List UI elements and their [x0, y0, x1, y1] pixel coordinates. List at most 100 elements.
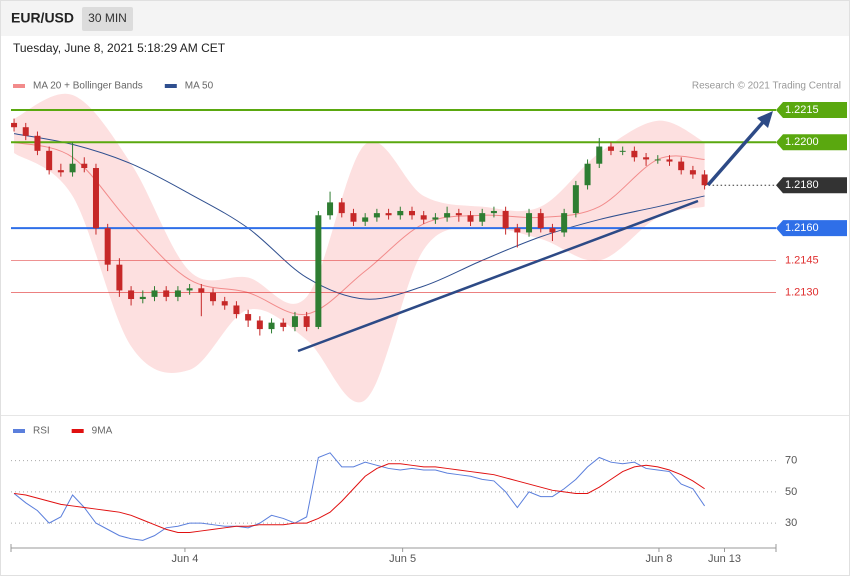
symbol: EUR/USD — [11, 10, 74, 26]
candle-body — [514, 228, 521, 233]
candle-body — [186, 288, 193, 291]
candle-body — [256, 320, 263, 330]
x-tick-label: Jun 4 — [171, 553, 198, 565]
header-bar — [1, 1, 849, 36]
level-label: 1.2200 — [785, 136, 819, 148]
candle-body — [526, 213, 533, 233]
candle-body — [163, 290, 170, 297]
candle-body — [128, 290, 135, 300]
interval-badge — [82, 7, 133, 31]
candle-body — [11, 122, 18, 128]
level-label: 1.2145 — [785, 254, 819, 266]
candle-body — [315, 215, 322, 327]
level-label: 1.2215 — [785, 104, 819, 116]
candle-body — [432, 217, 439, 220]
legend-label: RSI — [33, 426, 50, 437]
level-tag — [776, 177, 847, 194]
x-tick-label: Jun 13 — [708, 553, 741, 565]
candle-body — [104, 228, 111, 265]
y-tick-label: 70 — [785, 455, 797, 467]
price-panel: MA 20 + Bollinger Bands MA 50 1.2215 1.2200… — [11, 81, 847, 403]
legend-swatch — [13, 429, 25, 433]
candle-body — [69, 163, 76, 173]
timestamp: Tuesday, June 8, 2021 5:18:29 AM CET — [13, 41, 226, 55]
candle-body — [561, 213, 568, 233]
candle-body — [116, 264, 123, 291]
source: Research © 2021 Trading Central — [692, 81, 841, 92]
candle-body — [631, 150, 638, 158]
candle-body — [490, 210, 497, 214]
indicator-line — [13, 463, 705, 533]
candle-body — [268, 322, 275, 330]
candle-body — [467, 215, 474, 222]
candle-body — [280, 322, 287, 327]
level-label: 1.2130 — [785, 286, 819, 298]
candle-body — [34, 135, 41, 151]
candle-body — [198, 288, 205, 293]
bollinger-band — [14, 93, 705, 403]
candle-body — [373, 213, 380, 218]
candle-body — [46, 150, 53, 171]
candle-body — [245, 314, 252, 321]
candle-body — [408, 210, 415, 216]
candle-body — [420, 215, 427, 220]
candle-body — [397, 210, 404, 216]
legend-label: 9MA — [92, 426, 113, 437]
candle-body — [619, 150, 626, 152]
candle-body — [479, 213, 486, 222]
rsi-panel: RSI 9MA 30 50 70 Jun 4 Jun 5 Jun 8 Jun 13 — [10, 426, 797, 565]
candle-body — [689, 170, 696, 175]
legend-swatch — [13, 84, 25, 88]
candle-body — [537, 213, 544, 229]
level-label: 1.2180 — [785, 179, 819, 191]
interval: 30 MIN — [88, 11, 127, 25]
candle-body — [57, 170, 64, 173]
level-tag — [776, 102, 847, 119]
moving-average — [13, 133, 705, 300]
moving-average — [13, 141, 705, 315]
candle-body — [572, 185, 579, 214]
x-tick-label: Jun 8 — [645, 553, 672, 565]
candle-body — [338, 202, 345, 214]
trend-line — [297, 199, 699, 353]
candle-body — [303, 316, 310, 327]
candle-body — [81, 163, 88, 169]
legend-label: MA 50 — [185, 81, 214, 92]
level-tag — [776, 220, 847, 237]
candle-body — [666, 159, 673, 162]
legend-label: MA 20 + Bollinger Bands — [33, 81, 143, 92]
candle-body — [327, 202, 334, 216]
candle-body — [654, 159, 661, 161]
candle-body — [444, 213, 451, 218]
forecast-arrowhead — [757, 111, 773, 128]
legend-swatch — [164, 84, 177, 88]
candle-body — [233, 305, 240, 315]
candle-body — [362, 217, 369, 222]
candle-body — [549, 228, 556, 233]
candle-body — [350, 213, 357, 222]
level-label: 1.2160 — [785, 222, 819, 234]
candle-body — [596, 146, 603, 164]
candle-body — [701, 174, 708, 186]
candle-body — [584, 163, 591, 186]
candle-body — [607, 146, 614, 151]
candle-body — [139, 296, 146, 300]
y-tick-label: 30 — [785, 517, 797, 529]
candle-body — [151, 290, 158, 297]
candle-body — [210, 292, 217, 302]
candle-body — [502, 210, 509, 229]
candle-body — [643, 157, 650, 160]
candle-body — [455, 213, 462, 216]
candle-body — [678, 161, 685, 171]
forecast-arrow — [706, 119, 766, 187]
x-tick-label: Jun 5 — [389, 553, 416, 565]
candle-body — [385, 213, 392, 216]
candle-body — [174, 290, 181, 297]
y-tick-label: 50 — [785, 486, 797, 498]
candle-body — [22, 127, 29, 136]
legend-swatch — [71, 429, 84, 433]
indicator-line — [13, 452, 706, 541]
candle-body — [291, 316, 298, 327]
level-tag — [776, 134, 847, 151]
